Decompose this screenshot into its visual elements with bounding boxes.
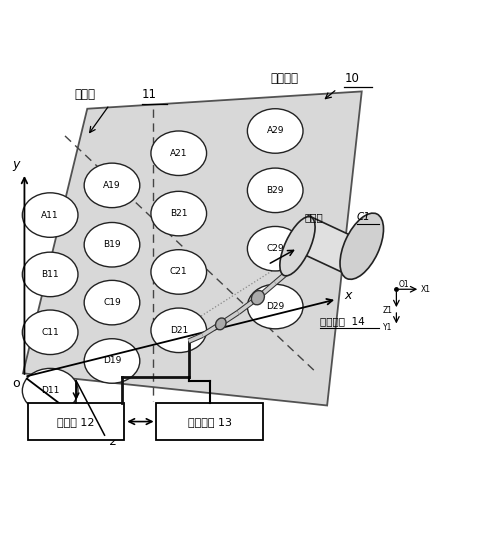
- Text: X1: X1: [421, 285, 431, 294]
- Text: B21: B21: [170, 209, 187, 218]
- Text: A21: A21: [170, 149, 187, 158]
- Ellipse shape: [84, 280, 140, 325]
- Polygon shape: [23, 91, 362, 405]
- Polygon shape: [293, 216, 367, 277]
- Text: 执行部件  14: 执行部件 14: [320, 316, 365, 326]
- Text: 网格点: 网格点: [74, 88, 95, 101]
- Ellipse shape: [216, 318, 226, 330]
- Text: C19: C19: [103, 298, 121, 307]
- Text: B11: B11: [41, 270, 59, 279]
- FancyBboxPatch shape: [157, 403, 263, 440]
- Ellipse shape: [151, 131, 206, 176]
- Text: D29: D29: [266, 302, 284, 311]
- Ellipse shape: [248, 226, 303, 271]
- Text: 11: 11: [142, 88, 157, 101]
- Ellipse shape: [248, 168, 303, 213]
- Ellipse shape: [151, 308, 206, 352]
- Text: y: y: [12, 158, 19, 171]
- FancyBboxPatch shape: [28, 403, 124, 440]
- Ellipse shape: [340, 213, 383, 279]
- Ellipse shape: [22, 368, 78, 413]
- Ellipse shape: [251, 290, 264, 305]
- Ellipse shape: [151, 250, 206, 294]
- Text: B19: B19: [103, 240, 121, 249]
- Text: C21: C21: [170, 268, 187, 277]
- Text: O1: O1: [399, 280, 410, 289]
- Text: 相似模型: 相似模型: [270, 72, 298, 85]
- Ellipse shape: [248, 284, 303, 329]
- Ellipse shape: [151, 191, 206, 236]
- Text: A19: A19: [103, 181, 121, 190]
- Text: Y1: Y1: [382, 323, 392, 332]
- Text: 控制部件 13: 控制部件 13: [187, 417, 232, 427]
- Text: C11: C11: [41, 328, 59, 337]
- Text: A11: A11: [41, 210, 59, 219]
- Ellipse shape: [22, 193, 78, 237]
- Text: 计算机 12: 计算机 12: [58, 417, 95, 427]
- Text: 摄像机: 摄像机: [305, 212, 323, 222]
- Ellipse shape: [22, 310, 78, 355]
- Text: x: x: [344, 289, 352, 302]
- Text: 10: 10: [344, 72, 359, 85]
- Ellipse shape: [84, 339, 140, 383]
- Text: o: o: [12, 376, 20, 390]
- Text: D21: D21: [170, 326, 188, 335]
- Ellipse shape: [84, 223, 140, 267]
- Text: D19: D19: [103, 357, 121, 365]
- Text: A29: A29: [266, 127, 284, 136]
- Ellipse shape: [280, 217, 315, 276]
- Text: C29: C29: [266, 244, 284, 253]
- Ellipse shape: [84, 163, 140, 208]
- Ellipse shape: [22, 252, 78, 297]
- Text: z: z: [110, 435, 116, 448]
- Ellipse shape: [248, 109, 303, 153]
- Text: B29: B29: [266, 186, 284, 195]
- Text: C1: C1: [357, 212, 371, 222]
- Text: Z1: Z1: [382, 306, 392, 315]
- Text: D11: D11: [41, 386, 60, 395]
